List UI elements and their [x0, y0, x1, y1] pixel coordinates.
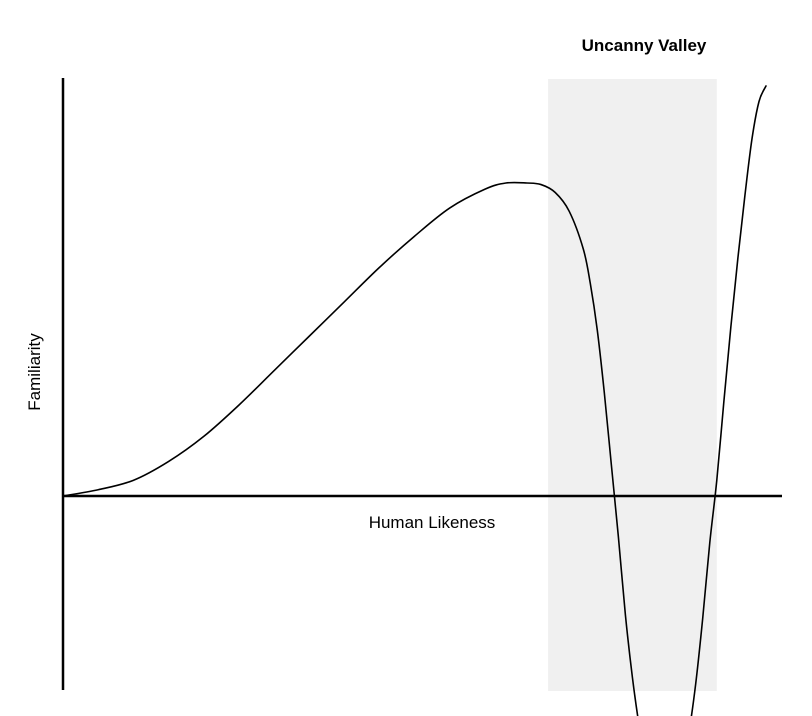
y-axis-label: Familiarity	[25, 333, 44, 411]
familiarity-curve	[62, 85, 767, 716]
uncanny-valley-region	[548, 79, 717, 691]
chart-title: Uncanny Valley	[582, 36, 707, 55]
x-axis-label: Human Likeness	[369, 513, 496, 532]
